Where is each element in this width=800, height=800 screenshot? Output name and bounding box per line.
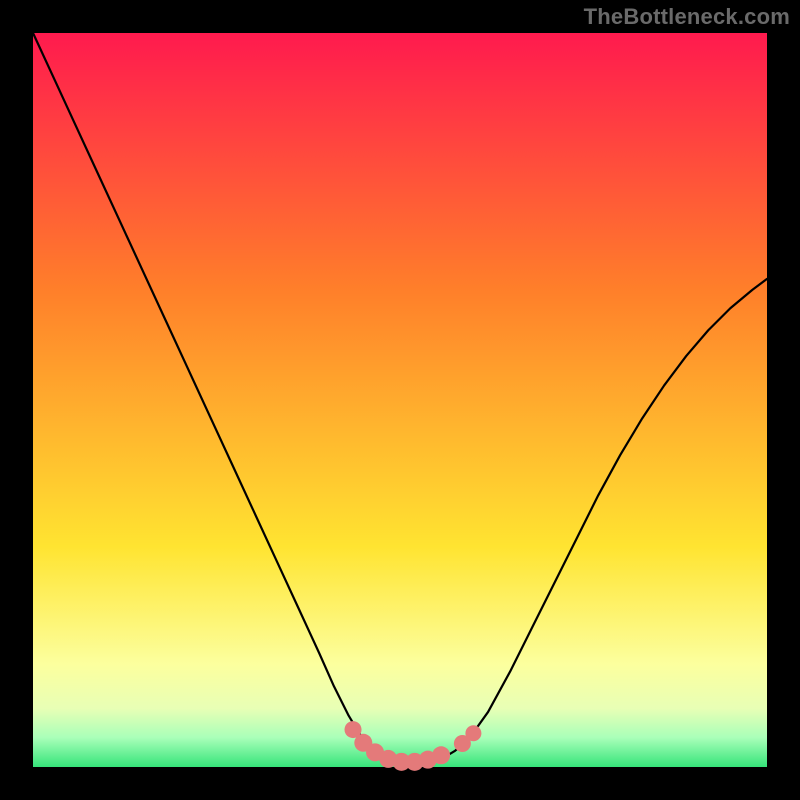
bottleneck-chart — [0, 0, 800, 800]
watermark-text: TheBottleneck.com — [584, 4, 790, 30]
trough-marker — [465, 725, 481, 741]
plot-background — [33, 33, 767, 767]
trough-marker — [432, 746, 450, 764]
chart-container: TheBottleneck.com — [0, 0, 800, 800]
